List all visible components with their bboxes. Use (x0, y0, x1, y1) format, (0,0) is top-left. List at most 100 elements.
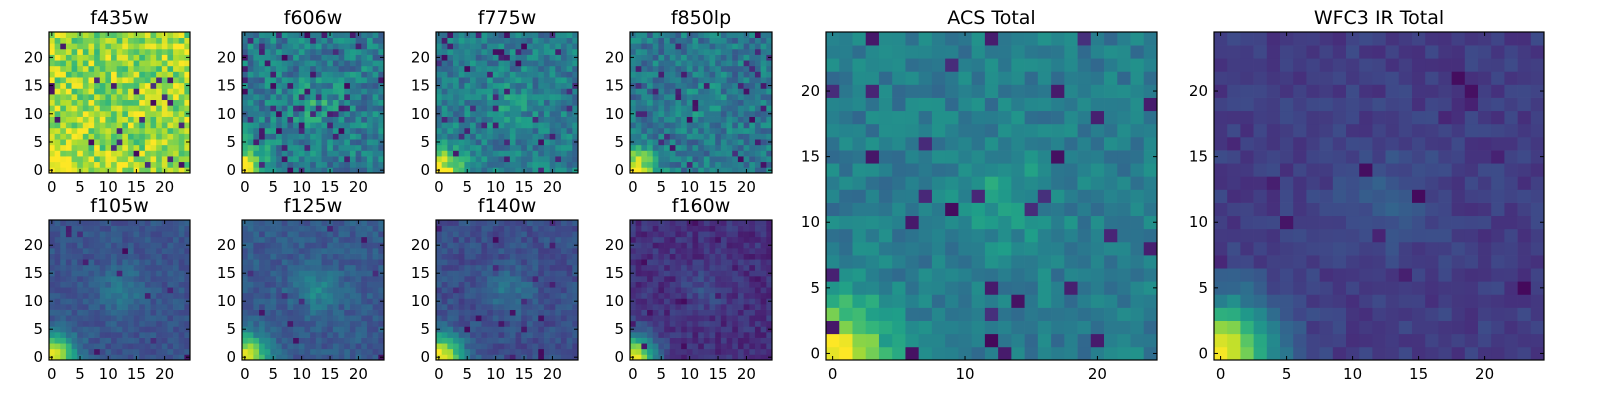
heatmap-cell (664, 133, 671, 140)
heatmap-cell (167, 264, 174, 271)
y-tick-label: 15 (217, 77, 236, 95)
heatmap-cell (281, 231, 288, 238)
heatmap-cell (65, 304, 72, 310)
heatmap-cell (184, 105, 191, 112)
heatmap-cell (366, 292, 373, 299)
heatmap-cell (276, 320, 283, 327)
heatmap-cell (253, 99, 260, 106)
heatmap-cell (441, 43, 448, 50)
heatmap-cell (111, 43, 118, 50)
heatmap-cell (150, 60, 157, 67)
heatmap-cell (641, 82, 648, 89)
heatmap-cell (737, 82, 744, 89)
heatmap-cell (652, 60, 659, 67)
heatmap-cell (366, 309, 373, 316)
heatmap-cell (560, 225, 567, 232)
heatmap-cell (178, 82, 185, 89)
heatmap-cell (692, 304, 699, 310)
heatmap-cell (327, 77, 334, 84)
heatmap-cell (664, 105, 671, 112)
heatmap-cell (566, 231, 573, 238)
heatmap-cell (475, 354, 482, 361)
heatmap-cell (658, 287, 665, 294)
heatmap-cell (669, 105, 676, 112)
y-tick-label: 10 (24, 105, 43, 123)
heatmap-cell (560, 77, 567, 84)
heatmap-cell (310, 304, 317, 310)
heatmap-cell (321, 298, 328, 305)
heatmap-cell (543, 37, 550, 44)
heatmap-cell (355, 82, 362, 89)
heatmap-cell (247, 259, 254, 266)
heatmap-cell (133, 150, 140, 157)
heatmap-cell (304, 37, 311, 44)
heatmap-cell (77, 99, 84, 106)
heatmap-cell (441, 167, 448, 174)
heatmap-cell (630, 133, 637, 140)
heatmap-cell (361, 37, 368, 44)
heatmap-cell (366, 276, 373, 282)
heatmap-cell (355, 348, 362, 355)
heatmap-cell (99, 343, 106, 350)
heatmap-cell (715, 332, 722, 338)
heatmap-cell (310, 167, 317, 174)
heatmap-cell (173, 276, 180, 282)
heatmap-cell (560, 326, 567, 333)
y-tick-label: 5 (33, 133, 43, 151)
heatmap-cell (509, 161, 516, 168)
heatmap-cell (538, 292, 545, 299)
heatmap-cell (720, 77, 727, 84)
heatmap-cell (65, 281, 72, 288)
heatmap-cell (521, 270, 528, 277)
heatmap-cell (378, 348, 385, 355)
heatmap-cell (111, 127, 118, 134)
heatmap-cell (555, 304, 562, 310)
heatmap-cell (526, 94, 533, 101)
heatmap-cell (492, 82, 499, 89)
heatmap-cell (298, 270, 305, 277)
heatmap-cell (156, 298, 163, 305)
heatmap-cell (298, 309, 305, 316)
heatmap-cell (737, 332, 744, 338)
heatmap-cell (675, 315, 682, 322)
heatmap-cell (77, 248, 84, 254)
heatmap-cell (555, 116, 562, 123)
heatmap-cell (652, 270, 659, 277)
heatmap-cell (71, 248, 78, 254)
heatmap-cell (338, 337, 345, 344)
heatmap-cell (344, 225, 351, 232)
heatmap-cell (184, 253, 191, 260)
heatmap-cell (178, 32, 185, 38)
heatmap-cell (715, 309, 722, 316)
heatmap-cell (127, 287, 134, 294)
heatmap-cell (464, 48, 471, 55)
heatmap-cell (54, 105, 61, 112)
heatmap-cell (54, 37, 61, 44)
heatmap-cell (436, 292, 443, 299)
heatmap-cell (281, 65, 288, 72)
heatmap-cell (150, 225, 157, 232)
heatmap-cell (543, 122, 550, 129)
heatmap-cell (65, 332, 72, 338)
heatmap-cell (749, 354, 756, 361)
heatmap-cell (549, 231, 556, 238)
heatmap-cell (526, 32, 533, 38)
heatmap-cell (641, 320, 648, 327)
heatmap-cell (669, 116, 676, 123)
heatmap-cell (549, 82, 556, 89)
heatmap-cell (566, 139, 573, 146)
heatmap-cell (526, 287, 533, 294)
heatmap-cell (167, 287, 174, 294)
heatmap-cell (88, 343, 95, 350)
heatmap-cell (161, 144, 168, 151)
heatmap-cell (332, 43, 339, 50)
heatmap-cell (470, 264, 477, 271)
heatmap-cell (447, 94, 454, 101)
heatmap-cell (652, 127, 659, 134)
heatmap-cell (253, 231, 260, 238)
heatmap-cell (94, 270, 101, 277)
heatmap-cell (366, 298, 373, 305)
heatmap-cell (549, 309, 556, 316)
heatmap-cell (122, 48, 129, 55)
heatmap-cell (242, 225, 249, 232)
